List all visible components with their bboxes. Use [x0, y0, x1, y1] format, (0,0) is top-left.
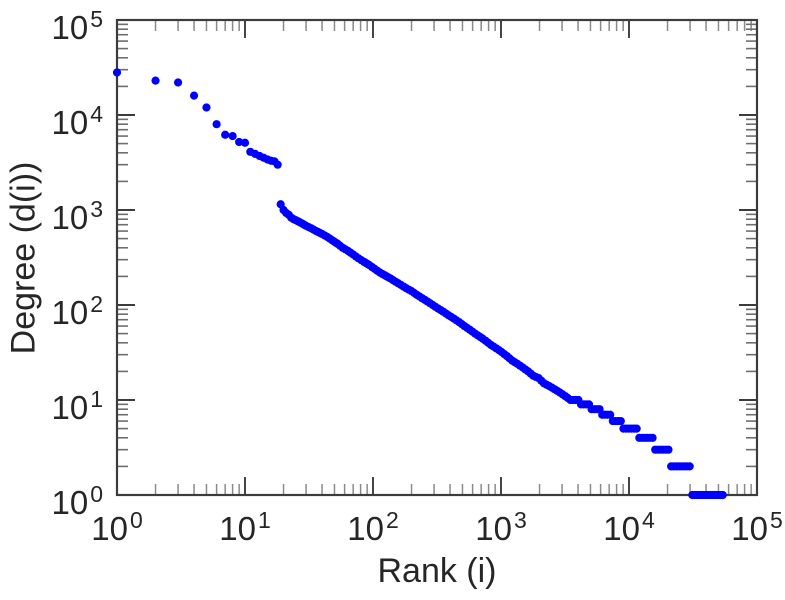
tick-mantissa: 10	[51, 199, 89, 236]
tick-mantissa: 10	[51, 104, 89, 141]
tick-exponent: 2	[90, 291, 103, 317]
data-point	[202, 103, 211, 112]
y-tick-label: 101	[51, 386, 103, 426]
tick-mantissa: 10	[731, 510, 768, 547]
y-tick-label: 102	[51, 291, 103, 331]
data-point	[632, 424, 641, 433]
x-axis-label: Rank (i)	[377, 552, 497, 590]
tick-exponent: 1	[90, 386, 103, 412]
axis-ticks	[116, 19, 758, 496]
data-point	[648, 433, 657, 442]
data-series-degree	[112, 68, 727, 500]
data-point	[221, 130, 230, 139]
tick-mantissa: 10	[347, 510, 384, 547]
tick-exponent: 5	[90, 6, 103, 32]
data-point	[189, 91, 199, 100]
x-tick-label: 100	[91, 507, 143, 547]
data-point	[616, 416, 625, 426]
data-point	[685, 462, 694, 471]
tick-exponent: 4	[641, 507, 655, 533]
tick-exponent: 2	[385, 507, 399, 533]
tick-exponent: 3	[90, 196, 103, 222]
y-tick-label: 105	[51, 6, 103, 46]
x-tick-label: 103	[475, 507, 527, 547]
x-tick-label: 105	[731, 507, 783, 547]
tick-mantissa: 10	[51, 389, 89, 426]
tick-mantissa: 10	[475, 510, 512, 547]
plot-box-border	[115, 18, 759, 497]
tick-exponent: 0	[129, 507, 143, 533]
tick-exponent: 1	[257, 507, 271, 533]
tick-mantissa: 10	[51, 294, 89, 331]
data-point	[273, 160, 282, 169]
data-point	[212, 120, 221, 129]
data-point	[173, 78, 183, 87]
tick-mantissa: 10	[219, 510, 256, 547]
y-tick-label: 103	[51, 196, 103, 236]
tick-mantissa: 10	[91, 510, 128, 547]
data-point	[664, 445, 673, 454]
y-axis-label: Degree (d(i))	[4, 161, 43, 355]
x-tick-label: 104	[603, 507, 655, 547]
x-tick-label: 101	[219, 507, 271, 547]
axes-box	[115, 18, 759, 497]
tick-exponent: 3	[513, 507, 527, 533]
tick-exponent: 4	[90, 101, 103, 127]
data-point	[112, 68, 122, 77]
data-point	[606, 410, 615, 419]
data-point	[228, 131, 237, 141]
tick-exponent: 0	[90, 481, 103, 507]
data-point	[718, 490, 727, 500]
y-tick-label: 100	[51, 481, 103, 521]
tick-mantissa: 10	[51, 9, 89, 46]
tick-exponent: 5	[769, 507, 783, 533]
data-point	[240, 138, 250, 147]
tick-mantissa: 10	[603, 510, 640, 547]
tick-mantissa: 10	[51, 484, 89, 521]
y-tick-label: 104	[51, 101, 103, 141]
x-tick-label: 102	[347, 507, 399, 547]
data-point	[151, 76, 160, 85]
